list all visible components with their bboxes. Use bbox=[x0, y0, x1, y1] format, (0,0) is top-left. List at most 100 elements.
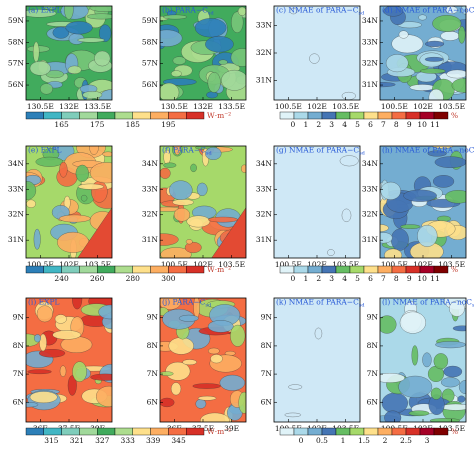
y-tick-label: 32N bbox=[8, 210, 25, 219]
colorbar-segment bbox=[168, 427, 187, 436]
x-tick-label: 103.5E bbox=[438, 102, 465, 111]
contour-blob bbox=[433, 175, 455, 188]
y-tick-label: 34N bbox=[256, 159, 273, 168]
contour-blob bbox=[43, 6, 57, 10]
colorbar: 0 0.5 1 1.5 2 2.5 3% bbox=[279, 427, 458, 445]
contour-blob bbox=[435, 341, 466, 349]
colorbar-label: 4 bbox=[342, 274, 347, 283]
contour-blob bbox=[403, 189, 437, 202]
colorbar-label: 7 bbox=[381, 274, 386, 283]
y-tick-label: 9N bbox=[13, 313, 25, 322]
x-tick-label: 130.5E bbox=[27, 102, 54, 111]
colorbar-segment bbox=[61, 427, 80, 436]
x-tick-label: 103.5E bbox=[218, 260, 245, 269]
contour-blob bbox=[39, 333, 47, 352]
colorbar-segment bbox=[43, 427, 62, 436]
colorbar-label: 0 bbox=[291, 274, 296, 283]
contour-blob bbox=[400, 224, 421, 229]
colorbar-label: 11 bbox=[430, 274, 440, 283]
contour-blob bbox=[230, 48, 246, 67]
panel-title: (b) PARA−Csd bbox=[162, 6, 214, 17]
y-tick-label: 32N bbox=[362, 59, 379, 68]
contour-blob bbox=[89, 6, 112, 12]
colorbar-label: 327 bbox=[95, 436, 110, 445]
panel-title: (e) EXPL bbox=[28, 146, 62, 155]
colorbar-label: 9 bbox=[407, 274, 412, 283]
contour-blob bbox=[99, 24, 112, 42]
panel-title: (d) NMAE of PARA−noCsd bbox=[382, 6, 474, 17]
contour-blob bbox=[168, 337, 194, 355]
contour-field bbox=[26, 298, 112, 422]
contour-blob bbox=[219, 374, 245, 391]
x-tick-label: 102E bbox=[59, 260, 79, 269]
y-tick-label: 59N bbox=[142, 16, 159, 25]
contour-blob bbox=[449, 300, 465, 317]
colorbar-segment bbox=[25, 427, 44, 436]
colorbar-label: 7 bbox=[381, 120, 386, 129]
panel-title: (k) NMAE of PARA−Csd bbox=[276, 298, 365, 309]
contour-blob bbox=[429, 418, 460, 422]
y-tick-label: 7N bbox=[261, 369, 273, 378]
contour-blob bbox=[165, 361, 191, 381]
panel-title-main: (c) NMAE of PARA−C bbox=[276, 6, 359, 15]
colorbar-label: 0 bbox=[291, 120, 296, 129]
colorbar-label: 1.5 bbox=[358, 436, 370, 445]
colorbar-segment bbox=[25, 111, 44, 120]
contour-blob bbox=[172, 199, 194, 206]
colorbar-label: 2 bbox=[383, 436, 388, 445]
colorbar-segment bbox=[391, 111, 407, 120]
panel-title-main: (d) NMAE of PARA−noC bbox=[382, 6, 474, 15]
contour-blob bbox=[458, 26, 466, 44]
contour-blob bbox=[443, 365, 463, 378]
y-tick-label: 31N bbox=[362, 235, 379, 244]
colorbar-unit: % bbox=[451, 111, 458, 120]
colorbar-label: 4 bbox=[342, 120, 347, 129]
contour-blob bbox=[29, 391, 58, 404]
panel-title-sub: sd bbox=[206, 150, 213, 156]
colorbar-label: 5 bbox=[355, 274, 360, 283]
panel-title-main: (h) NMAE of PARA−noC bbox=[382, 146, 474, 155]
colorbar-segment bbox=[185, 111, 205, 120]
colorbar-label: 195 bbox=[161, 120, 176, 129]
contour-blob bbox=[77, 183, 104, 190]
contour-blob bbox=[185, 239, 193, 245]
colorbar-label: 6 bbox=[368, 274, 373, 283]
y-tick-label: 6N bbox=[261, 397, 273, 406]
colorbar-segment bbox=[79, 265, 98, 274]
contour-blob bbox=[384, 248, 403, 258]
colorbar-segment bbox=[96, 111, 116, 120]
colorbar-label: 2.5 bbox=[400, 436, 412, 445]
colorbar-label: 8 bbox=[394, 120, 399, 129]
contour-blob bbox=[341, 208, 352, 223]
x-tick-label: 103.5E bbox=[438, 424, 465, 433]
panel-title-main: (i) EXPL bbox=[28, 298, 59, 307]
y-tick-label: 9N bbox=[147, 313, 159, 322]
colorbar-label: 240 bbox=[54, 274, 69, 283]
y-tick-label: 33N bbox=[8, 184, 25, 193]
map-panel: (j) PARA−Csd9N8N7N6N36E37.5E39E bbox=[147, 298, 247, 433]
contour-blob bbox=[160, 247, 192, 258]
contour-blob bbox=[444, 190, 466, 204]
colorbar-segment bbox=[132, 427, 151, 436]
contour-blob bbox=[39, 349, 66, 358]
contour-blob bbox=[26, 199, 36, 208]
x-tick-label: 39E bbox=[224, 424, 239, 433]
contour-field bbox=[26, 146, 112, 258]
contour-blob bbox=[288, 384, 303, 390]
y-tick-label: 8N bbox=[261, 341, 273, 350]
contour-blob bbox=[171, 70, 182, 77]
colorbar-segment bbox=[43, 111, 62, 120]
contour-blob bbox=[26, 181, 37, 200]
contour-blob bbox=[391, 34, 424, 54]
contour-field bbox=[274, 298, 360, 422]
y-tick-label: 58N bbox=[142, 37, 159, 46]
contour-blob bbox=[67, 65, 82, 75]
y-tick-label: 34N bbox=[362, 159, 379, 168]
contour-blob bbox=[94, 50, 111, 67]
colorbar-segment bbox=[61, 265, 80, 274]
map-panel: (h) NMAE of PARA−noCsd34N33N32N31N100.5E… bbox=[362, 146, 474, 270]
colorbar-label: 315 bbox=[44, 436, 59, 445]
contour-blob bbox=[411, 345, 419, 366]
colorbar-segment bbox=[114, 427, 133, 436]
y-tick-label: 7N bbox=[367, 369, 379, 378]
